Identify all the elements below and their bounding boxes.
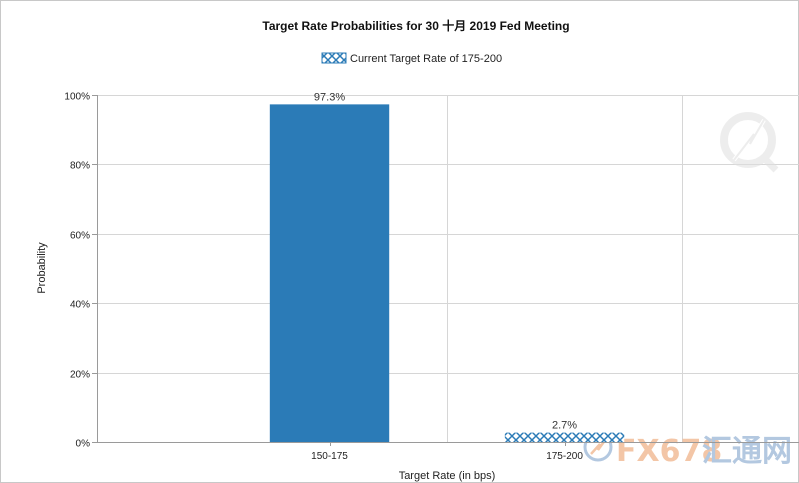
x-axis-title: Target Rate (in bps) [399, 470, 496, 482]
watermark-fx: FX678 [616, 434, 722, 469]
y-tick-label: 0% [76, 439, 91, 450]
watermark-cn: 汇通网 [702, 434, 792, 469]
grid-layer [97, 95, 799, 443]
x-tick-label: 175-200 [546, 451, 583, 462]
legend-label: Current Target Rate of 175-200 [350, 53, 502, 65]
legend: Current Target Rate of 175-200 [321, 52, 502, 65]
y-tick-label: 40% [70, 300, 90, 311]
bar-150-175 [269, 104, 390, 442]
y-tick-label: 20% [70, 370, 90, 381]
y-axis-title: Probability [36, 242, 48, 294]
labels-layer: 0% 20% 40% 60% 80% 100% 97.3% 150-175 2.7% 175-20… [64, 91, 583, 462]
data-label: 97.3% [314, 91, 345, 103]
y-tick-label: 80% [70, 161, 90, 172]
legend-swatch [321, 52, 347, 64]
data-label: 2.7% [552, 420, 577, 432]
axes-layer [92, 95, 799, 446]
bars-layer [269, 104, 625, 442]
y-tick-label: 60% [70, 231, 90, 242]
chart-title: Target Rate Probabilities for 30 十月 2019… [262, 18, 569, 33]
y-tick-label: 100% [64, 92, 90, 103]
watermark-logo [720, 112, 779, 173]
x-tick-label: 150-175 [311, 451, 348, 462]
bar-175-200 [504, 432, 625, 442]
